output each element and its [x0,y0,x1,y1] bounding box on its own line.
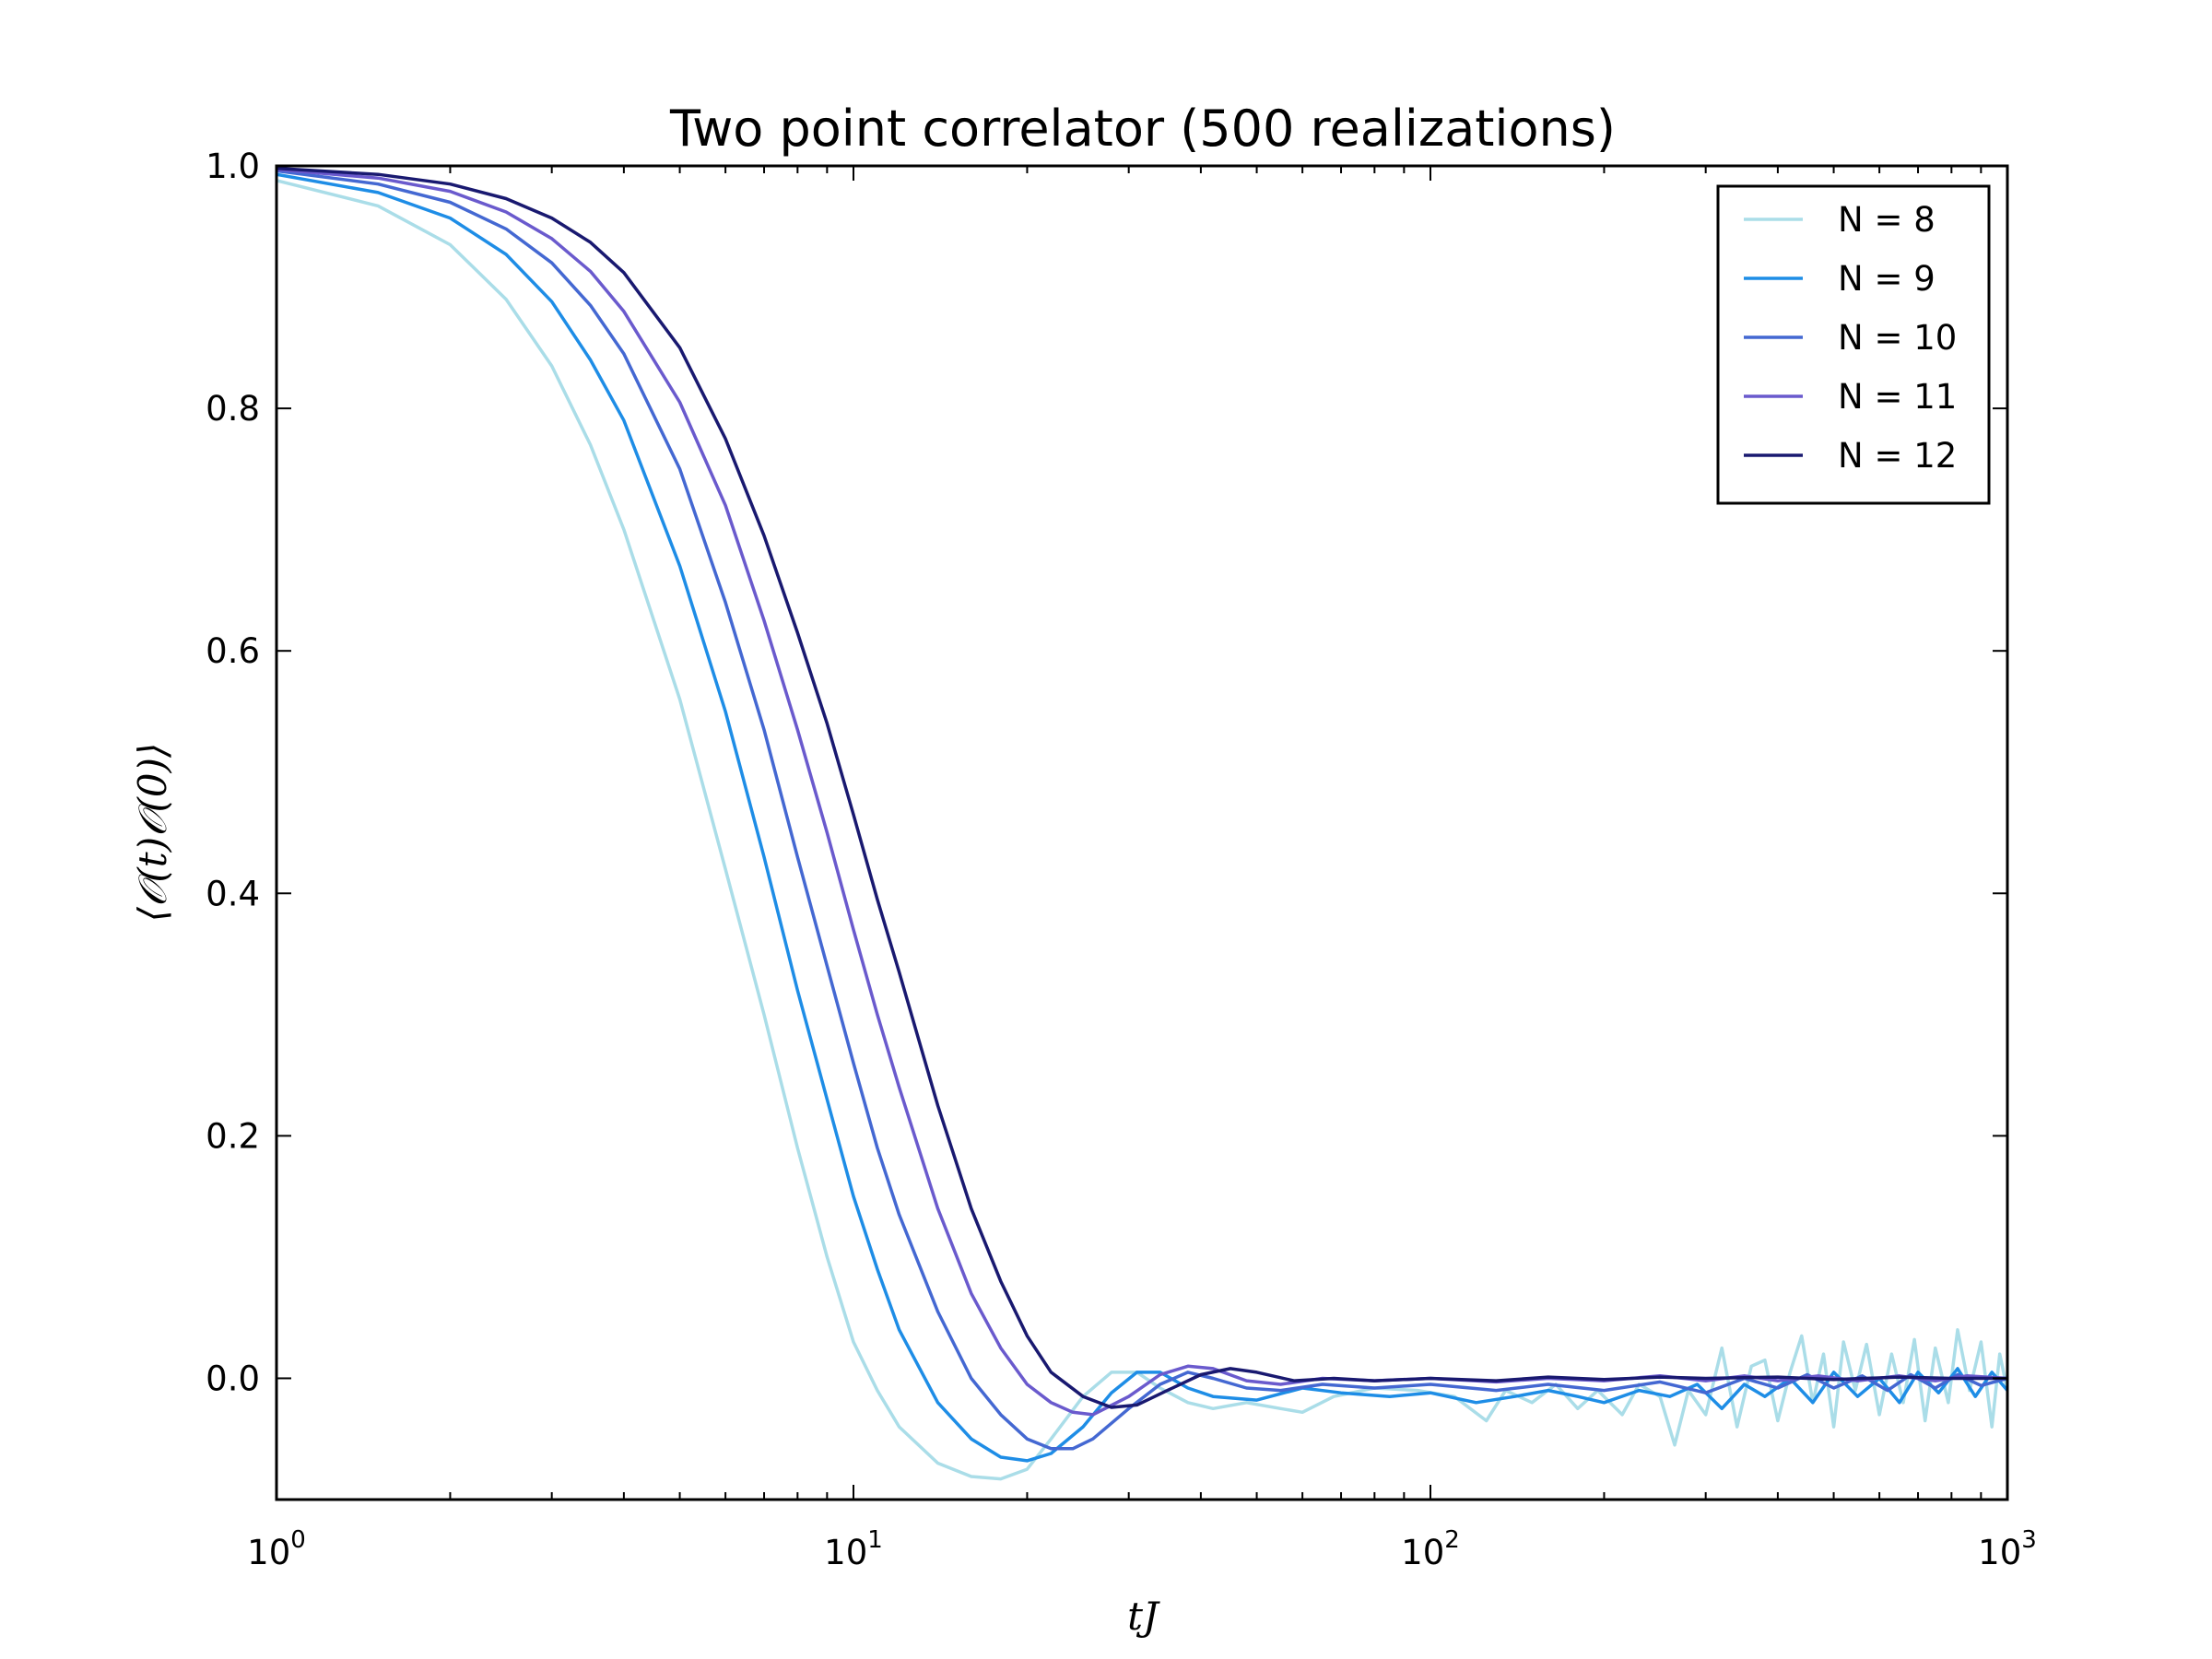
x-tick-exponent: 1 [867,1526,883,1554]
y-tick-label: 0.4 [206,874,260,913]
legend-label: N = 11 [1838,377,1957,417]
legend-label: N = 8 [1838,200,1936,240]
x-tick-label: 102 [1401,1526,1460,1572]
y-tick-label: 0.0 [206,1359,260,1398]
series-line-5 [276,166,2007,1409]
x-tick-label: 101 [824,1526,883,1572]
x-tick-label: 103 [1978,1526,2037,1572]
y-tick-label: 0.8 [206,389,260,429]
x-tick-base: 10 [1978,1533,2021,1572]
x-axis-ticks: 100 101 102 103 [247,166,2037,1572]
x-tick-base: 10 [824,1533,867,1572]
y-tick-label: 1.0 [206,147,260,186]
legend-label: N = 9 [1838,259,1936,299]
chart-title: Two point correlator (500 realizations) [669,100,1616,158]
legend: N = 8 N = 9 N = 10 N = 11 N = 12 [1716,184,1991,505]
series-line-1 [276,179,2007,1481]
legend-label: N = 10 [1838,318,1957,358]
legend-box [1716,184,1991,505]
x-axis-label: tJ [1127,1594,1160,1639]
x-tick-exponent: 2 [1444,1526,1460,1554]
y-axis-label: ⟨𝒪(t)𝒪(0)⟩ [130,743,175,923]
plot-frame [275,164,2009,1501]
legend-label: N = 12 [1838,436,1957,476]
series-line-2 [276,172,2007,1463]
x-tick-base: 10 [1401,1533,1444,1572]
y-tick-label: 0.6 [206,631,260,671]
y-tick-label: 0.2 [206,1116,260,1156]
y-axis-ticks: 0.0 0.2 0.4 0.6 0.8 1.0 [206,147,2007,1398]
x-tick-base: 10 [247,1533,290,1572]
x-tick-exponent: 3 [2021,1526,2037,1554]
x-tick-label: 100 [247,1526,306,1572]
series-layer [276,166,2007,1481]
x-tick-exponent: 0 [290,1526,306,1554]
